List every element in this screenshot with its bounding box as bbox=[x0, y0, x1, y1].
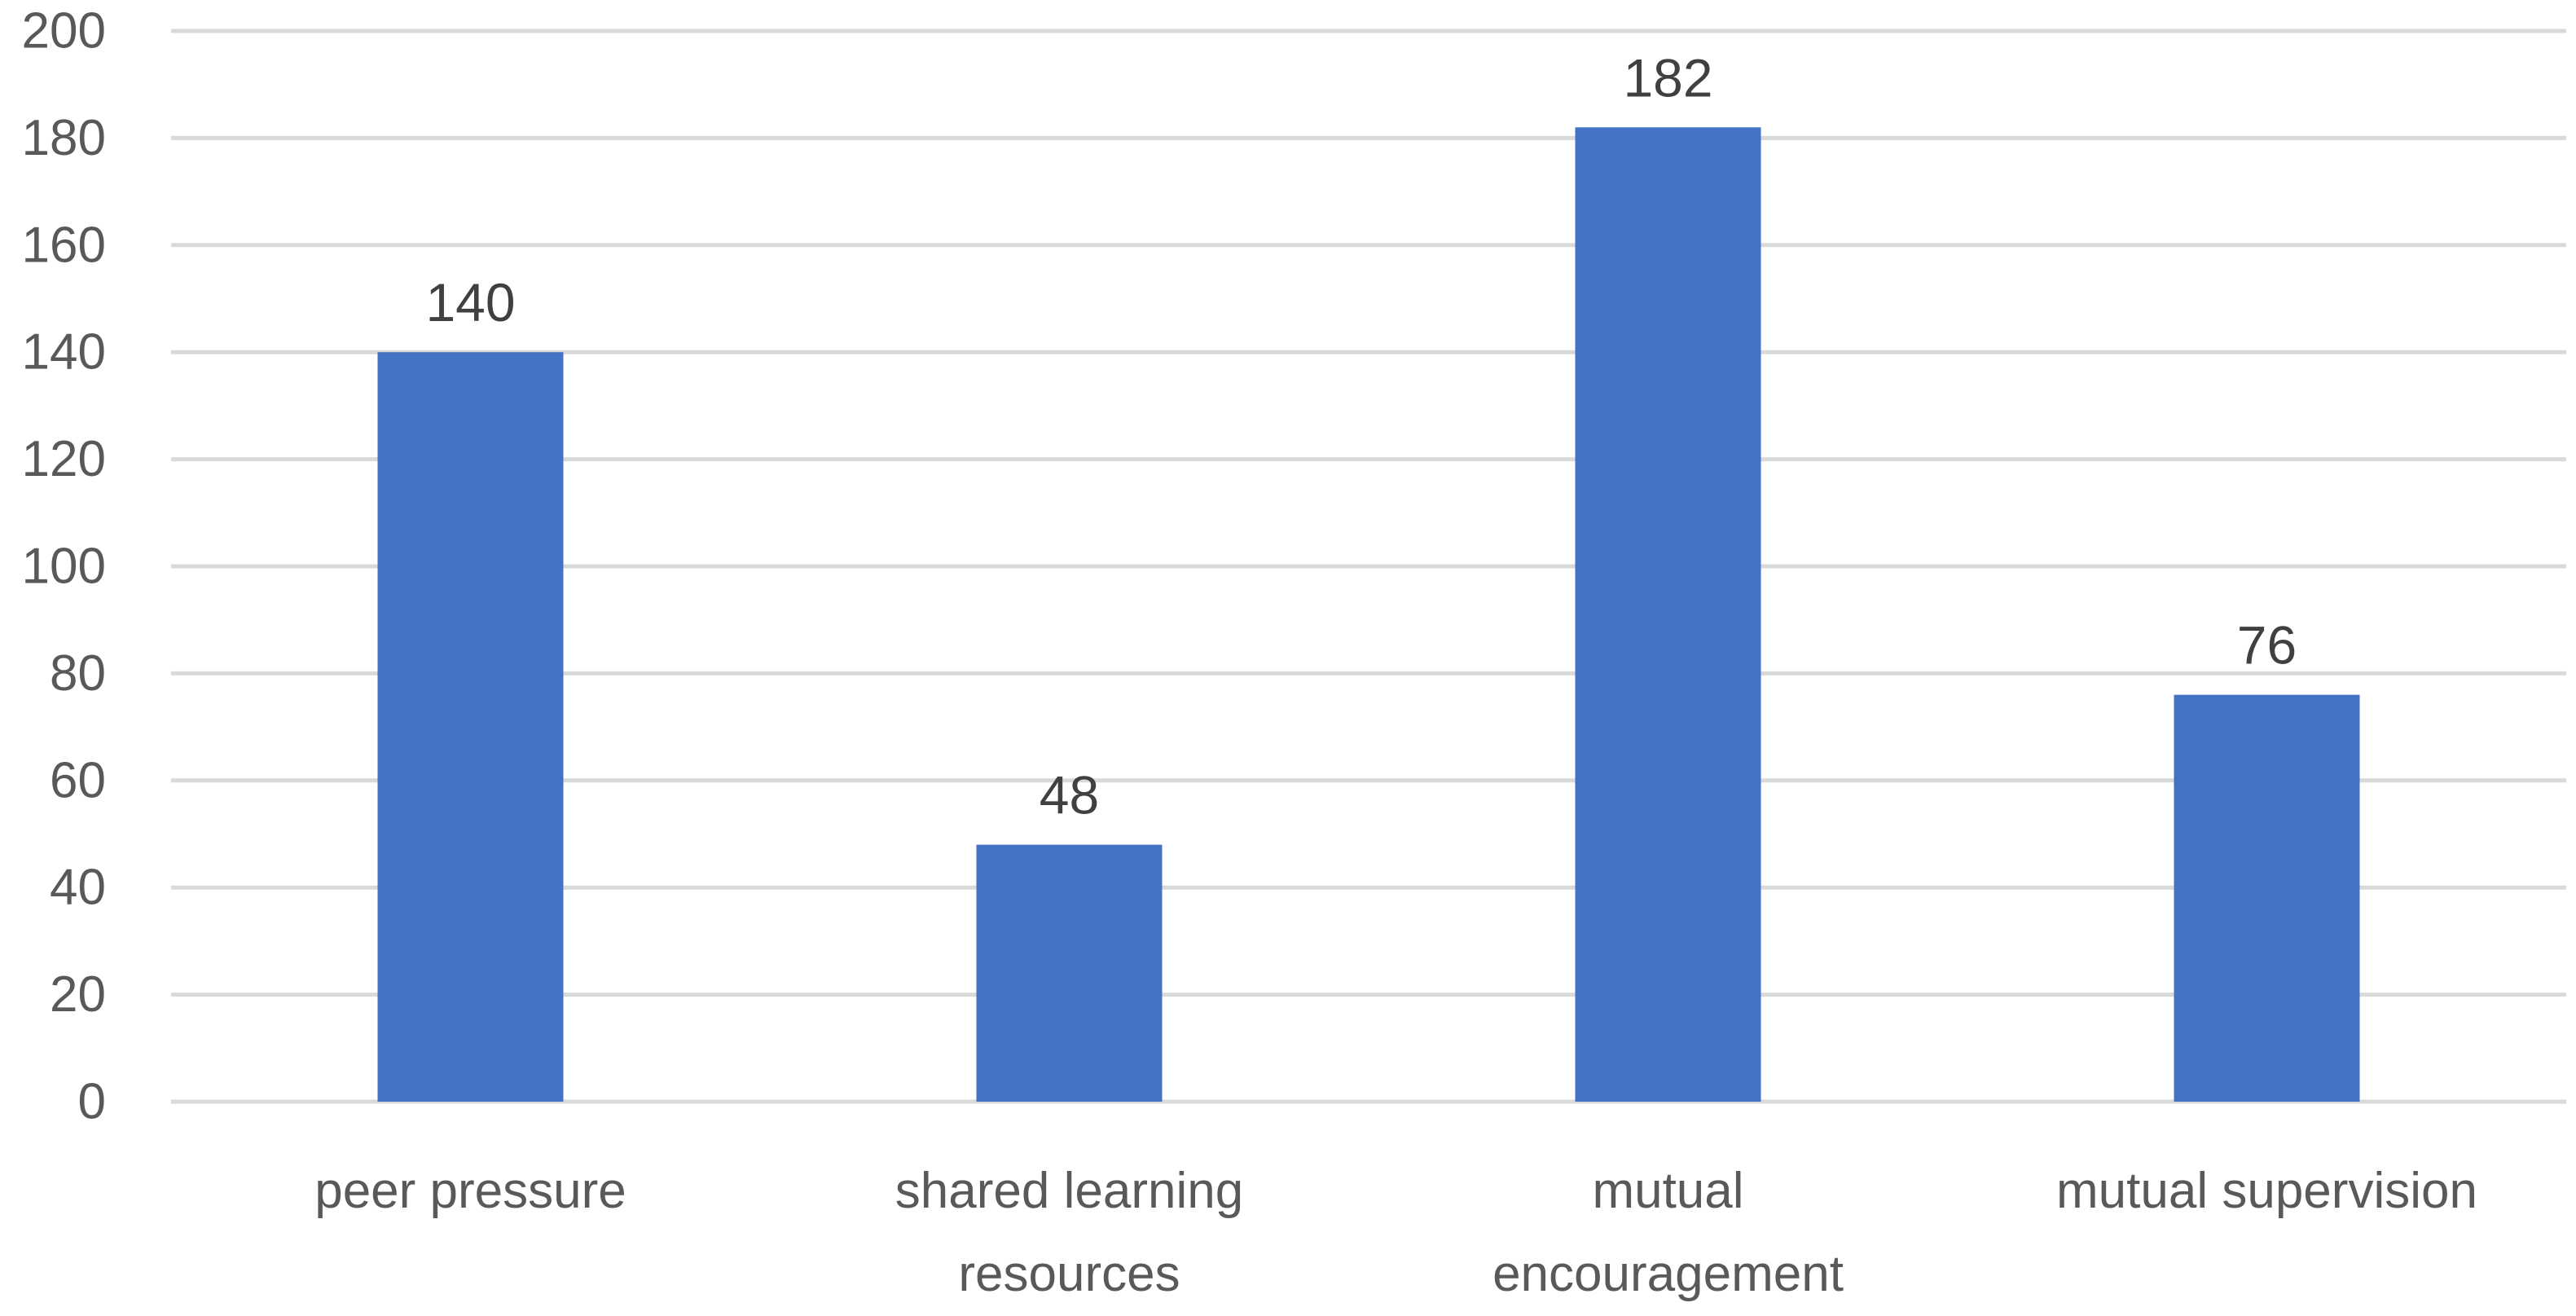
y-tick-label: 100 bbox=[22, 539, 106, 595]
x-category-label: shared learning resources bbox=[895, 1163, 1243, 1302]
bar bbox=[377, 352, 564, 1102]
y-tick-label: 40 bbox=[50, 860, 106, 916]
data-labels: 140 48 182 76 bbox=[425, 47, 2297, 825]
y-tick-label: 0 bbox=[78, 1074, 106, 1130]
bars bbox=[377, 127, 2360, 1102]
data-label: 76 bbox=[2237, 615, 2297, 676]
data-label: 48 bbox=[1040, 765, 1099, 825]
gridlines bbox=[171, 29, 2566, 1104]
x-category-label: mutual encouragement bbox=[1492, 1163, 1844, 1302]
y-tick-label: 200 bbox=[22, 3, 106, 59]
data-label: 140 bbox=[425, 272, 515, 332]
y-axis-tick-labels: 0 20 40 60 80 100 120 140 160 180 200 bbox=[22, 3, 106, 1130]
bar bbox=[976, 844, 1163, 1102]
x-category-label: peer pressure bbox=[314, 1163, 626, 1219]
y-tick-label: 180 bbox=[22, 110, 106, 166]
y-tick-label: 120 bbox=[22, 431, 106, 487]
y-tick-label: 80 bbox=[50, 645, 106, 702]
data-label: 182 bbox=[1623, 47, 1712, 108]
y-tick-label: 160 bbox=[22, 217, 106, 273]
y-tick-label: 20 bbox=[50, 966, 106, 1023]
bar bbox=[2174, 694, 2360, 1102]
y-tick-label: 140 bbox=[22, 324, 106, 381]
x-category-label: mutual supervision bbox=[2056, 1163, 2477, 1219]
y-tick-label: 60 bbox=[50, 752, 106, 808]
bar bbox=[1575, 127, 1761, 1102]
category-labels: peer pressure shared learning resources mut… bbox=[314, 1163, 2477, 1302]
